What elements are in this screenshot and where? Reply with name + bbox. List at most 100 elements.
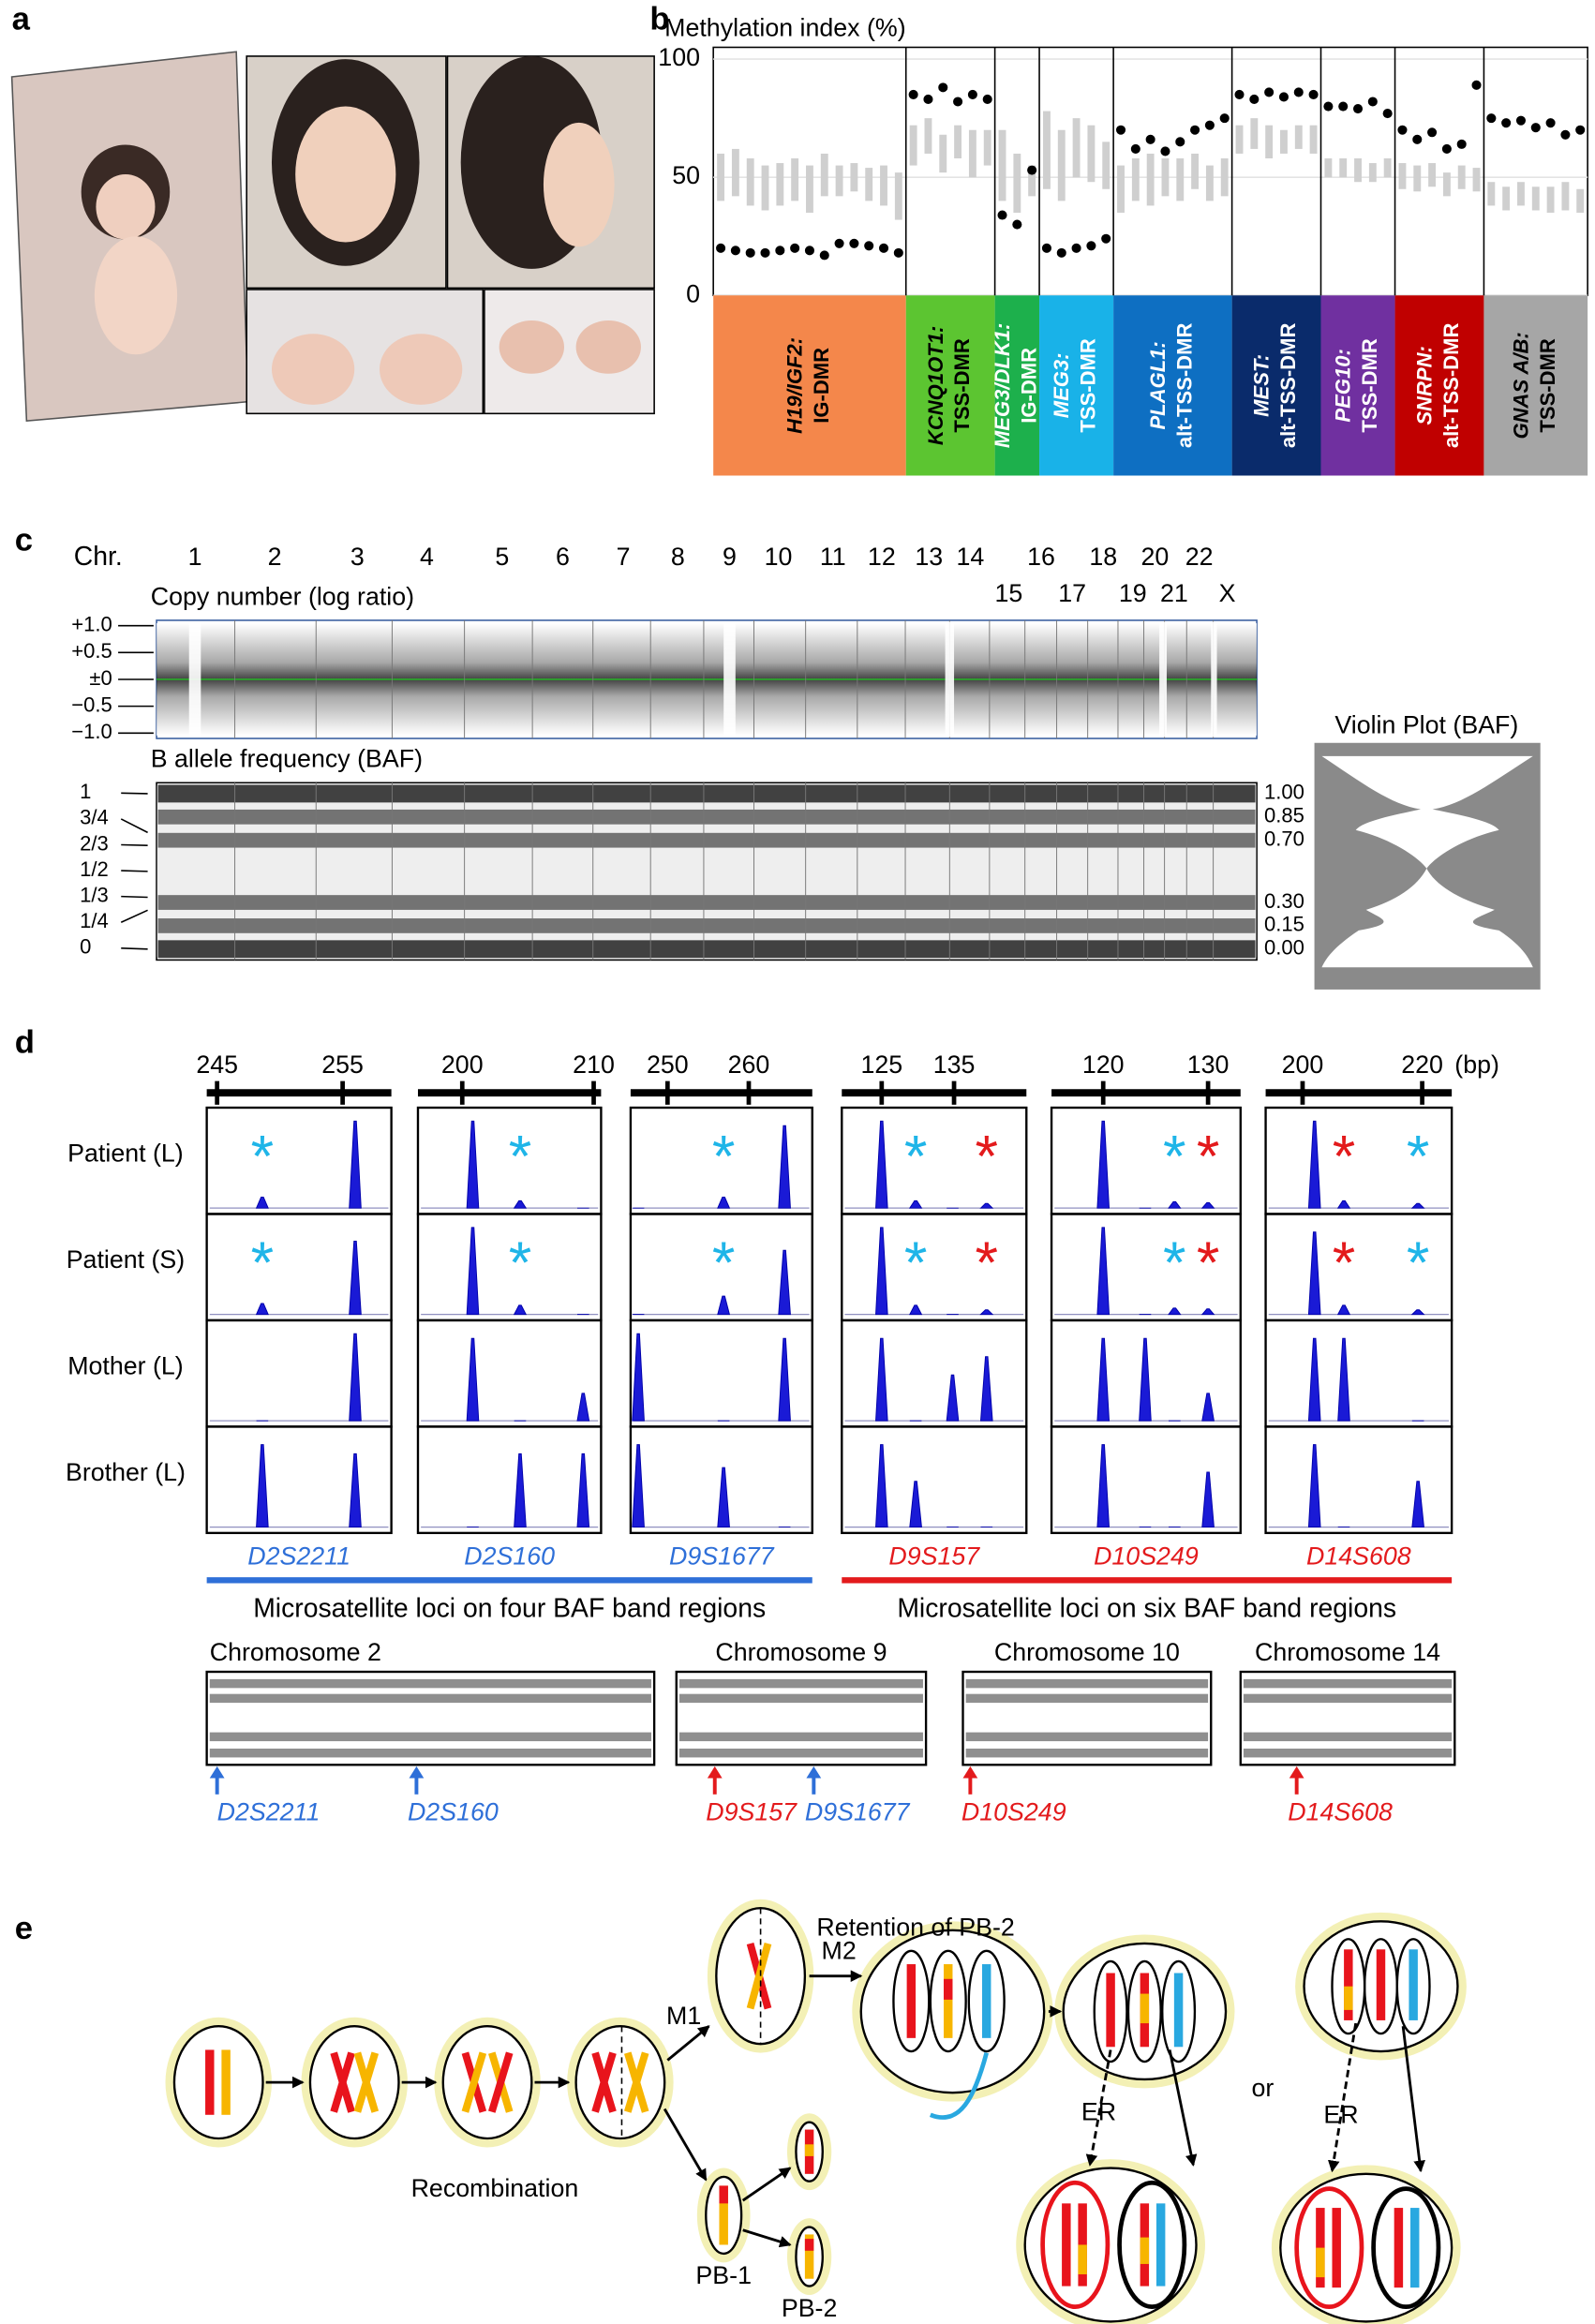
region-label: GNAS A/B:	[1509, 332, 1532, 439]
methylation-dot	[1323, 101, 1334, 112]
panel-label: a	[12, 1, 31, 37]
baf-band	[157, 809, 1256, 825]
control-range	[1294, 125, 1303, 149]
chromosome-label: 8	[671, 543, 685, 571]
peak	[1410, 1309, 1425, 1316]
baf-mini-band	[678, 1748, 923, 1758]
control-range	[1057, 129, 1066, 201]
control-range	[761, 165, 769, 211]
control-range	[746, 158, 754, 206]
methylation-dot	[1560, 129, 1571, 140]
region-label: TSS-DMR	[950, 338, 974, 433]
control-range	[1502, 186, 1511, 211]
tick-leader	[121, 870, 148, 872]
chromosome	[1173, 1973, 1184, 2048]
control-range	[1250, 118, 1259, 149]
control-range	[1428, 163, 1437, 187]
baf-band	[157, 895, 1256, 910]
tick-leader	[120, 909, 148, 923]
asterisk: *	[712, 1230, 736, 1296]
chromosome	[1140, 2237, 1150, 2264]
region-box	[1394, 295, 1484, 476]
asterisk: *	[1407, 1124, 1430, 1189]
chromatid	[591, 2051, 617, 2113]
y2-tick-label: 0.85	[1264, 804, 1304, 827]
region-label: TSS-DMR	[1358, 338, 1381, 433]
region-label: TSS-DMR	[1536, 338, 1559, 433]
chromatid	[353, 2051, 380, 2113]
unit-label: (bp)	[1454, 1050, 1499, 1079]
marker-label: D2S2211	[217, 1797, 320, 1825]
centromere-gap	[723, 621, 736, 737]
peak	[513, 1304, 528, 1316]
methylation-dot	[893, 247, 903, 258]
diagram-label: ER	[1081, 2097, 1116, 2125]
y-tick-label: 100	[658, 43, 700, 71]
chromosome	[1078, 2203, 1087, 2287]
chromosome	[1410, 2208, 1420, 2288]
trace-box	[416, 1425, 603, 1535]
baf-mini-band	[678, 1732, 923, 1742]
region-box	[1320, 295, 1395, 476]
peak	[778, 1249, 791, 1316]
methylation-dot	[1264, 87, 1275, 97]
cell-membrane	[172, 2025, 264, 2140]
trace-box	[841, 1106, 1028, 1215]
sperm-tail	[929, 2051, 990, 2120]
marker-arrowhead	[209, 1765, 225, 1779]
methylation-dot	[849, 238, 859, 248]
chromosome-label: 4	[420, 543, 434, 571]
marker-arrowhead	[806, 1765, 822, 1779]
methylation-dot	[1338, 101, 1349, 112]
baf-band	[157, 832, 1256, 848]
chromosome-label: X	[1219, 579, 1236, 607]
peak	[466, 1337, 480, 1422]
black-set	[1117, 2180, 1187, 2310]
x-tick-label: 210	[573, 1050, 615, 1079]
red-set	[1294, 2186, 1364, 2310]
tick-leader	[121, 947, 148, 950]
control-range	[954, 125, 962, 159]
peak	[466, 1227, 480, 1316]
methylation-dot	[1545, 118, 1556, 128]
diagram-label: M1	[666, 2002, 701, 2030]
y-tick-label: +1.0	[71, 613, 112, 636]
y-tick-label: 0	[686, 279, 700, 307]
y2-tick-label: 0.30	[1264, 889, 1304, 913]
peak	[875, 1227, 888, 1316]
peak	[979, 1202, 994, 1209]
chromosome	[1106, 1973, 1115, 2048]
chromosome	[944, 1978, 953, 2000]
chromosome-label: 10	[765, 543, 793, 571]
region-label: SNRPN:	[1413, 346, 1437, 425]
peak	[717, 1295, 731, 1316]
chromosome	[1394, 2208, 1404, 2288]
chromosome-label: 15	[994, 579, 1022, 607]
chromosome-envelope	[1093, 1959, 1128, 2063]
control-range	[1398, 163, 1407, 189]
peak	[513, 1199, 528, 1209]
methylation-dot	[1219, 113, 1230, 124]
methylation-dot	[982, 94, 992, 105]
control-range	[1457, 165, 1466, 189]
region-label: IG-DMR	[1017, 348, 1040, 424]
peak	[717, 1467, 730, 1528]
peak	[1096, 1120, 1111, 1209]
chromosome-label: 21	[1160, 579, 1188, 607]
peak	[1139, 1337, 1152, 1422]
control-range	[1220, 158, 1229, 197]
row-label: Patient (S)	[67, 1245, 186, 1274]
chromatid	[461, 2051, 487, 2113]
y-tick-label: −1.0	[71, 720, 112, 743]
locus-name: D2S160	[464, 1542, 555, 1571]
control-range	[924, 118, 932, 154]
y2-tick-label: 1.00	[1264, 781, 1304, 804]
chromosome-label: 7	[617, 543, 631, 571]
chromosome	[804, 2234, 814, 2279]
arrow	[742, 2228, 792, 2248]
peak	[909, 1304, 923, 1316]
y-tick-label: +0.5	[71, 639, 112, 663]
peak	[632, 1333, 645, 1422]
trace-box	[416, 1318, 603, 1428]
panel-label: e	[15, 1911, 33, 1946]
